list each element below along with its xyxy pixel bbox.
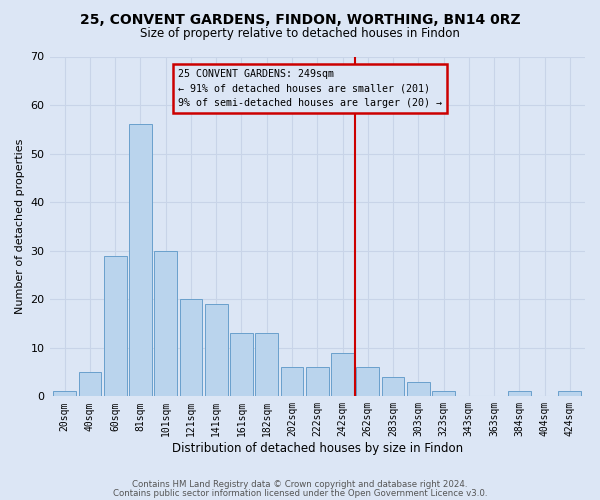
Bar (281, 367, 304, 396)
Text: Size of property relative to detached houses in Findon: Size of property relative to detached ho… (140, 28, 460, 40)
Text: 25, CONVENT GARDENS, FINDON, WORTHING, BN14 0RZ: 25, CONVENT GARDENS, FINDON, WORTHING, B… (80, 12, 520, 26)
Bar (79, 372, 101, 396)
Bar (104, 256, 127, 396)
Bar (129, 124, 152, 396)
X-axis label: Distribution of detached houses by size in Findon: Distribution of detached houses by size … (172, 442, 463, 455)
Bar (53, 392, 76, 396)
Bar (508, 392, 530, 396)
Bar (154, 250, 177, 396)
Bar (559, 392, 581, 396)
Text: 25 CONVENT GARDENS: 249sqm
← 91% of detached houses are smaller (201)
9% of semi: 25 CONVENT GARDENS: 249sqm ← 91% of deta… (178, 68, 442, 108)
Text: Contains public sector information licensed under the Open Government Licence v3: Contains public sector information licen… (113, 488, 487, 498)
Bar (205, 304, 227, 396)
Y-axis label: Number of detached properties: Number of detached properties (15, 138, 25, 314)
Bar (407, 382, 430, 396)
Text: Contains HM Land Registry data © Crown copyright and database right 2024.: Contains HM Land Registry data © Crown c… (132, 480, 468, 489)
Bar (382, 377, 404, 396)
Bar (306, 367, 329, 396)
Bar (331, 352, 354, 397)
Bar (256, 333, 278, 396)
Bar (356, 367, 379, 396)
Bar (432, 392, 455, 396)
Bar (230, 333, 253, 396)
Bar (179, 299, 202, 396)
